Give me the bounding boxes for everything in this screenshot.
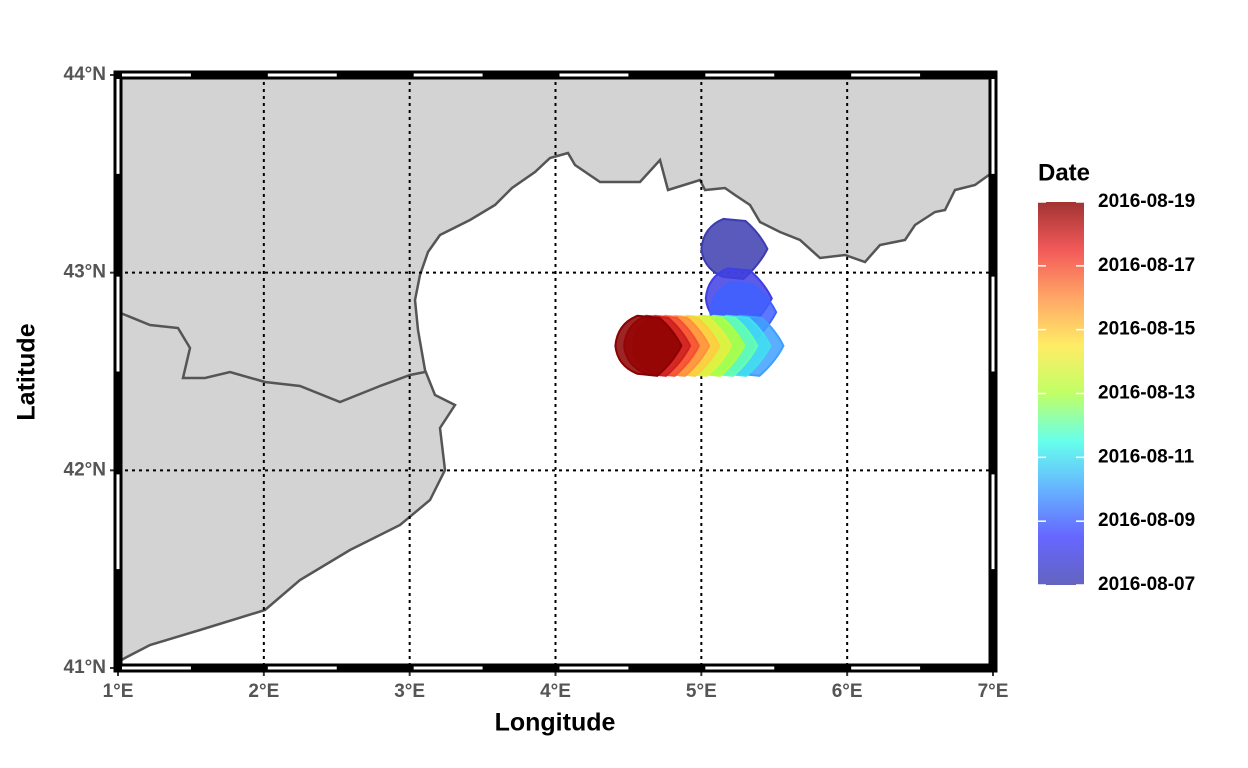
legend-title: Date [1038, 159, 1090, 186]
x-tick-label: 4°E [540, 681, 571, 702]
x-axis-title: Longitude [495, 709, 616, 737]
colorbar-label: 2016-08-19 [1098, 191, 1195, 212]
drift-area [700, 217, 769, 280]
colorbar-label: 2016-08-15 [1098, 319, 1196, 340]
drift-area [614, 314, 683, 377]
colorbar-label: 2016-08-07 [1098, 574, 1195, 595]
colorbar-label: 2016-08-09 [1098, 510, 1195, 531]
land [116, 73, 995, 665]
border [117, 310, 426, 404]
x-tick-label: 5°E [686, 681, 717, 702]
colorbar-label: 2016-08-13 [1098, 383, 1195, 404]
colorbar-label: 2016-08-17 [1098, 255, 1195, 276]
x-tick-label: 6°E [832, 681, 863, 702]
colorbar-label: 2016-08-11 [1098, 446, 1195, 467]
y-axis-title: Latitude [13, 323, 41, 420]
x-tick-label: 2°E [248, 681, 279, 702]
y-tick-label: 43°N [64, 262, 106, 283]
y-tick-label: 42°N [64, 459, 106, 480]
y-tick-label: 41°N [64, 657, 106, 678]
x-tick-label: 7°E [978, 681, 1009, 702]
coastline [116, 73, 995, 665]
x-tick-label: 3°E [394, 681, 425, 702]
x-tick-label: 1°E [103, 681, 134, 702]
y-tick-label: 44°N [64, 64, 106, 85]
